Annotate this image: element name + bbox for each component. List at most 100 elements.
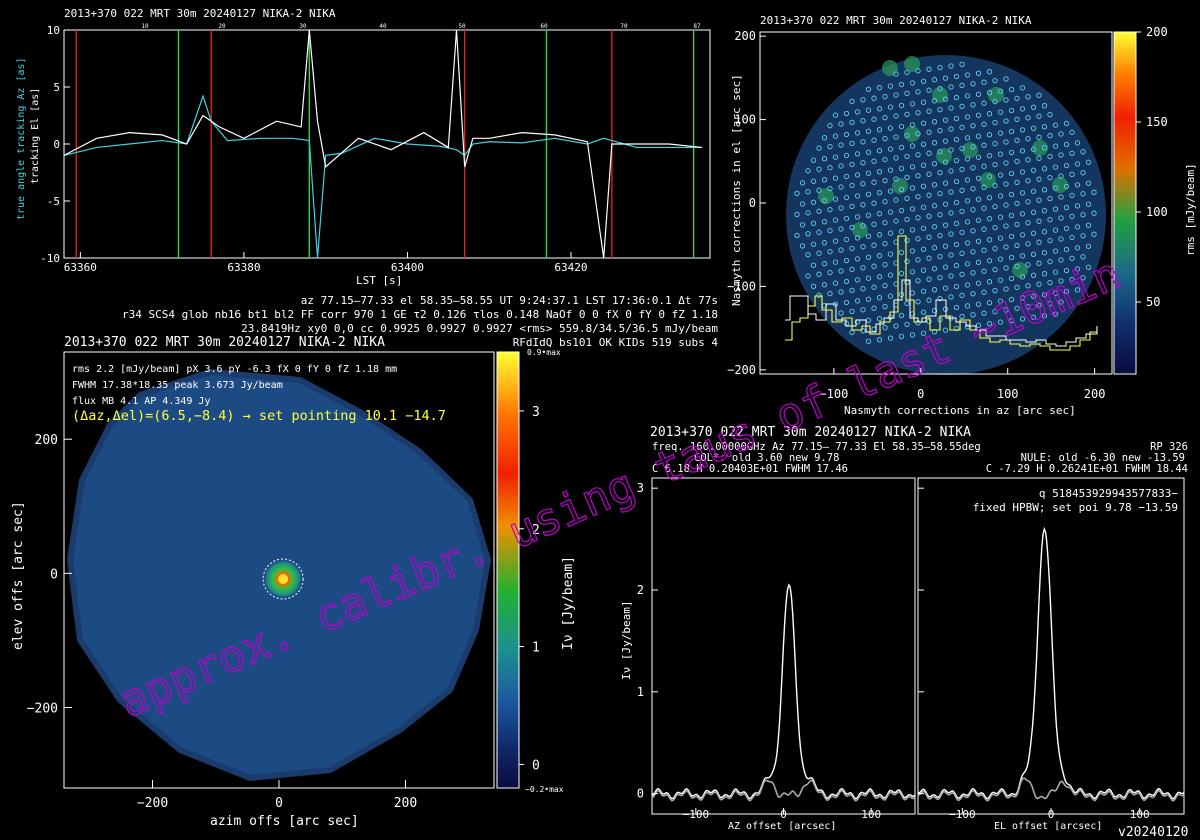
kid-position (920, 141, 927, 147)
kid-position (1047, 300, 1053, 307)
version-label: v20240120 (1118, 825, 1188, 840)
x-tick-label: 63380 (227, 261, 260, 274)
kid-position (948, 147, 954, 153)
kid-position (849, 287, 855, 294)
kid-position (970, 186, 976, 192)
kid-position (799, 180, 806, 186)
kid-position (948, 105, 954, 111)
kid-position (882, 240, 888, 247)
kid-position (1069, 129, 1075, 136)
kid-position (821, 198, 828, 204)
kid-position (898, 186, 905, 193)
kid-position (953, 325, 960, 332)
kid-position (898, 123, 905, 130)
kid-position (997, 109, 1004, 115)
kid-position (1019, 211, 1026, 217)
kid-position (1003, 76, 1009, 82)
kid-position (854, 109, 861, 115)
kid-position (1069, 255, 1075, 262)
kid-position (937, 190, 943, 197)
kid-position (805, 210, 811, 216)
kid-position (937, 211, 943, 218)
kid-position (1025, 178, 1031, 184)
map-panel: 2013+370 022 MRT 30m 20240127 NIKA-2 NIK… (11, 335, 576, 829)
kid-position (926, 129, 932, 135)
kid-position (1080, 170, 1086, 176)
kid-position (810, 178, 817, 184)
kid-position (992, 161, 998, 168)
kid-position (970, 249, 976, 255)
kid-position (860, 328, 866, 334)
kid-position (986, 69, 993, 75)
kid-position (915, 152, 921, 158)
kid-position (1008, 233, 1015, 240)
kid-position (816, 292, 822, 298)
kid-position (882, 114, 888, 121)
kid-noisy-region (932, 87, 948, 103)
kid-position (1052, 143, 1059, 149)
kid-position (964, 282, 971, 288)
kid-position (942, 201, 949, 207)
kid-position (843, 215, 850, 222)
kid-position (860, 97, 866, 103)
kid-position (876, 274, 883, 280)
kid-position (865, 149, 872, 155)
kid-position (805, 231, 811, 237)
kid-position (942, 327, 949, 333)
kid-position (893, 92, 899, 98)
y-tick-label: 3 (637, 481, 644, 495)
kid-position (970, 165, 976, 171)
kid-position (970, 144, 976, 150)
kid-position (915, 278, 921, 284)
kid-position (931, 266, 938, 272)
kid-position (860, 139, 866, 145)
kid-position (843, 110, 850, 117)
kid-position (970, 102, 976, 108)
kid-position (832, 133, 839, 139)
kid-position (794, 232, 800, 239)
kid-position (1058, 194, 1064, 200)
kid-position (854, 193, 861, 199)
kid-position (832, 175, 839, 181)
kid-position (838, 310, 844, 316)
kid-position (975, 280, 982, 286)
kid-position (849, 203, 855, 210)
kid-position (893, 71, 899, 77)
kid-position (871, 305, 877, 311)
kid-position (1019, 169, 1026, 175)
map-info-2: FWHM 17.38*18.35 peak 3.673 Jy/beam (72, 380, 283, 391)
kid-position (1069, 234, 1075, 241)
kid-position (953, 199, 960, 206)
kid-position (1052, 311, 1059, 317)
kid-position (1085, 264, 1092, 270)
kid-position (1030, 146, 1037, 152)
kid-position (997, 319, 1004, 325)
kid-position (865, 86, 872, 92)
kid-position (854, 256, 861, 262)
kid-position (1036, 113, 1042, 119)
kid-position (997, 193, 1004, 199)
kid-position (1080, 149, 1086, 155)
kid-position (904, 132, 910, 139)
kid-position (904, 321, 910, 328)
kid-position (838, 121, 844, 127)
kid-position (1063, 120, 1070, 127)
kid-position (992, 98, 998, 105)
profile-rp: RP 326 (1150, 441, 1188, 453)
kid-position (904, 111, 910, 118)
kid-position (1069, 213, 1075, 220)
kid-position (838, 289, 844, 295)
kid-position (926, 108, 932, 114)
kid-position (876, 127, 883, 133)
x-tick-label: 100 (997, 387, 1019, 401)
kid-position (909, 206, 916, 212)
kid-position (992, 266, 998, 273)
kid-position (843, 194, 850, 201)
kid-position (871, 263, 877, 269)
y-tick-label: 200 (734, 29, 756, 43)
kid-position (871, 116, 877, 122)
kid-position (865, 233, 872, 239)
cbar-tick-label: 150 (1146, 115, 1168, 129)
tracking-markers (75, 30, 695, 258)
kid-position (926, 192, 932, 198)
